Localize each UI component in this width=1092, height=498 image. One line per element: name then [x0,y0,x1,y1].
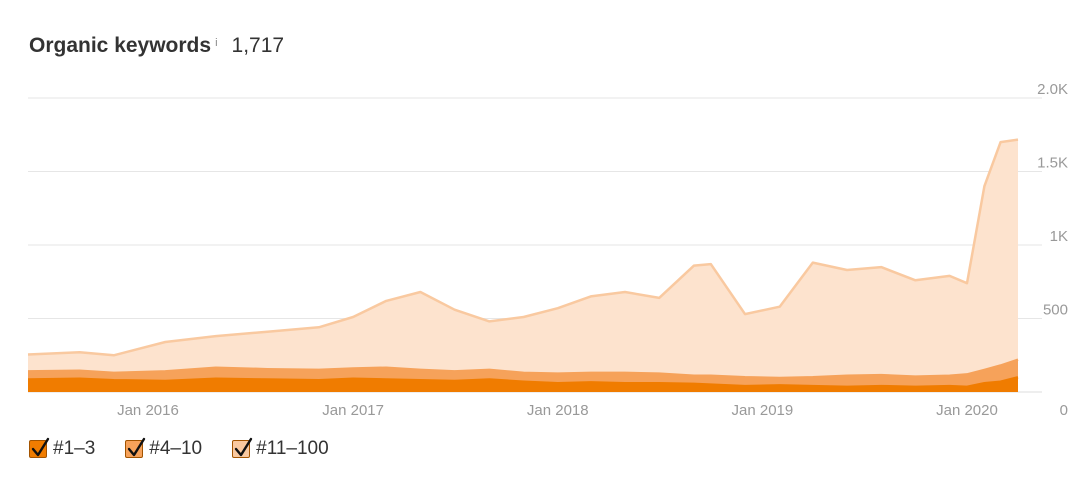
legend-label-top100: #11–100 [256,438,329,459]
info-icon[interactable]: i [215,37,218,49]
area-top100 [28,139,1018,392]
legend-item-top100[interactable]: #11–100 [232,437,329,460]
legend-item-top3[interactable]: #1–3 [29,437,96,460]
area-top3 [28,377,1018,392]
line-top10 [27,358,1019,380]
y-tick-label: 500 [1043,302,1068,319]
legend-label-top10: #4–10 [149,438,203,459]
y-axis-labels: 2.0K 1.5K 1K 500 0 [1037,81,1068,419]
y-tick-label: 2.0K [1037,81,1068,98]
chart-header: Organic keywords i 1,717 [29,34,284,64]
x-tick-label: Jan 2017 [322,402,384,419]
legend-checkbox-top100[interactable] [232,437,253,458]
checkmark-icon [234,437,253,457]
checkmark-icon [31,437,50,457]
line-top100 [27,138,1019,357]
y-tick-label: 1K [1050,228,1068,245]
x-tick-label: Jan 2019 [732,402,794,419]
legend-checkbox-top3[interactable] [29,437,50,458]
chart-legend: #1–3 #4–10 #11–100 [29,437,359,460]
x-tick-label: Jan 2020 [936,402,998,419]
keyword-count: 1,717 [231,34,285,57]
y-tick-label: 1.5K [1037,155,1068,172]
x-axis-labels: Jan 2016 Jan 2017 Jan 2018 Jan 2019 Jan 2020 [117,402,998,419]
legend-checkbox-top10[interactable] [125,437,146,458]
chart-title: Organic keywords [29,34,212,57]
x-tick-label: Jan 2016 [117,402,179,419]
y-tick-label: 0 [1060,402,1068,419]
x-tick-label: Jan 2018 [527,402,589,419]
area-series [27,138,1019,392]
legend-item-top10[interactable]: #4–10 [125,437,203,460]
line-top3 [27,376,1019,389]
checkmark-icon [128,437,146,457]
legend-label-top3: #1–3 [53,438,96,459]
